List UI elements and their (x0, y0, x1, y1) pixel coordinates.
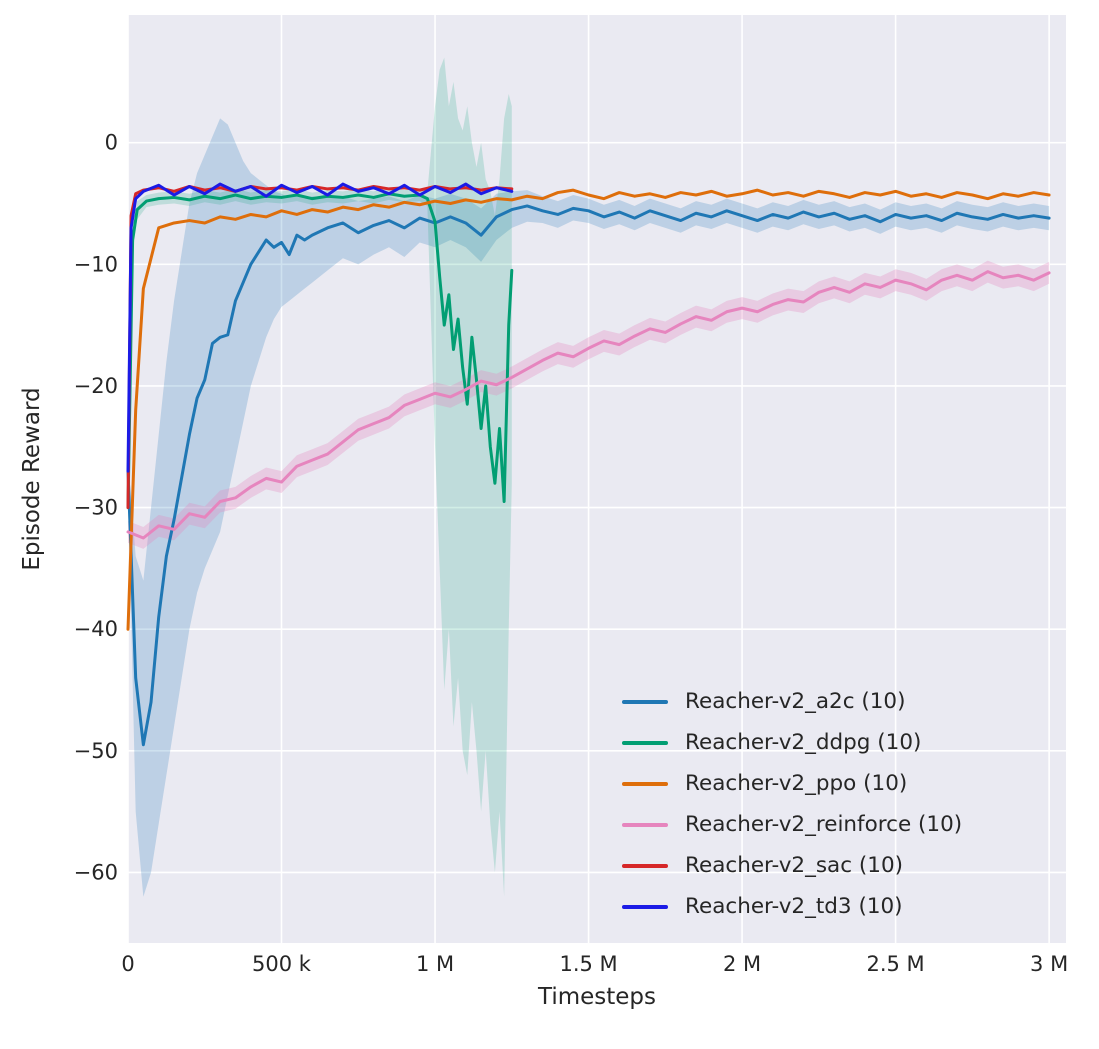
legend-swatch-a2c (622, 699, 668, 704)
legend-label-ppo: Reacher-v2_ppo (10) (685, 771, 908, 796)
legend-label-a2c: Reacher-v2_a2c (10) (685, 689, 906, 714)
line-ppo (126, 188, 1051, 631)
line-a2c (126, 204, 1051, 747)
x-tick-label: 3 M (1030, 952, 1068, 976)
x-tick-label: 2.5 M (866, 952, 924, 976)
legend-item-sac: Reacher-v2_sac (10) (622, 845, 962, 886)
y-tick-label: −30 (74, 496, 118, 520)
y-axis-label: Episode Reward (19, 387, 45, 571)
y-tick-label: −50 (74, 739, 118, 763)
x-tick-label: 500 k (252, 952, 312, 976)
legend-swatch-td3 (622, 904, 668, 909)
line-reinforce (126, 270, 1051, 540)
y-tick-label: −40 (74, 617, 118, 641)
legend-swatch-ddpg (622, 740, 668, 745)
legend-swatch-reinforce (622, 822, 668, 827)
legend-item-ppo: Reacher-v2_ppo (10) (622, 763, 962, 804)
y-tick-label: 0 (105, 131, 118, 155)
legend-label-reinforce: Reacher-v2_reinforce (10) (685, 812, 963, 837)
legend-swatch-sac (622, 863, 668, 868)
x-tick-label: 1 M (416, 952, 454, 976)
line-ddpg (126, 192, 514, 510)
x-tick-label: 2 M (723, 952, 761, 976)
legend-swatch-ppo (622, 781, 668, 786)
legend-item-ddpg: Reacher-v2_ddpg (10) (622, 722, 962, 763)
legend-item-reinforce: Reacher-v2_reinforce (10) (622, 804, 962, 845)
line-td3 (126, 182, 514, 473)
legend-label-td3: Reacher-v2_td3 (10) (685, 894, 903, 919)
x-axis-label: Timesteps (537, 984, 657, 1010)
legend: Reacher-v2_a2c (10) Reacher-v2_ddpg (10) R… (622, 681, 962, 927)
band-a2c (128, 118, 1050, 897)
x-tick-label: 0 (121, 952, 134, 976)
y-tick-label: −10 (74, 252, 118, 276)
x-tick-label: 1.5 M (559, 952, 617, 976)
legend-item-a2c: Reacher-v2_a2c (10) (622, 681, 962, 722)
y-tick-label: −20 (74, 374, 118, 398)
y-tick-label: −60 (74, 860, 118, 884)
legend-item-td3: Reacher-v2_td3 (10) (622, 886, 962, 927)
legend-label-sac: Reacher-v2_sac (10) (685, 853, 904, 878)
legend-label-ddpg: Reacher-v2_ddpg (10) (685, 730, 922, 755)
